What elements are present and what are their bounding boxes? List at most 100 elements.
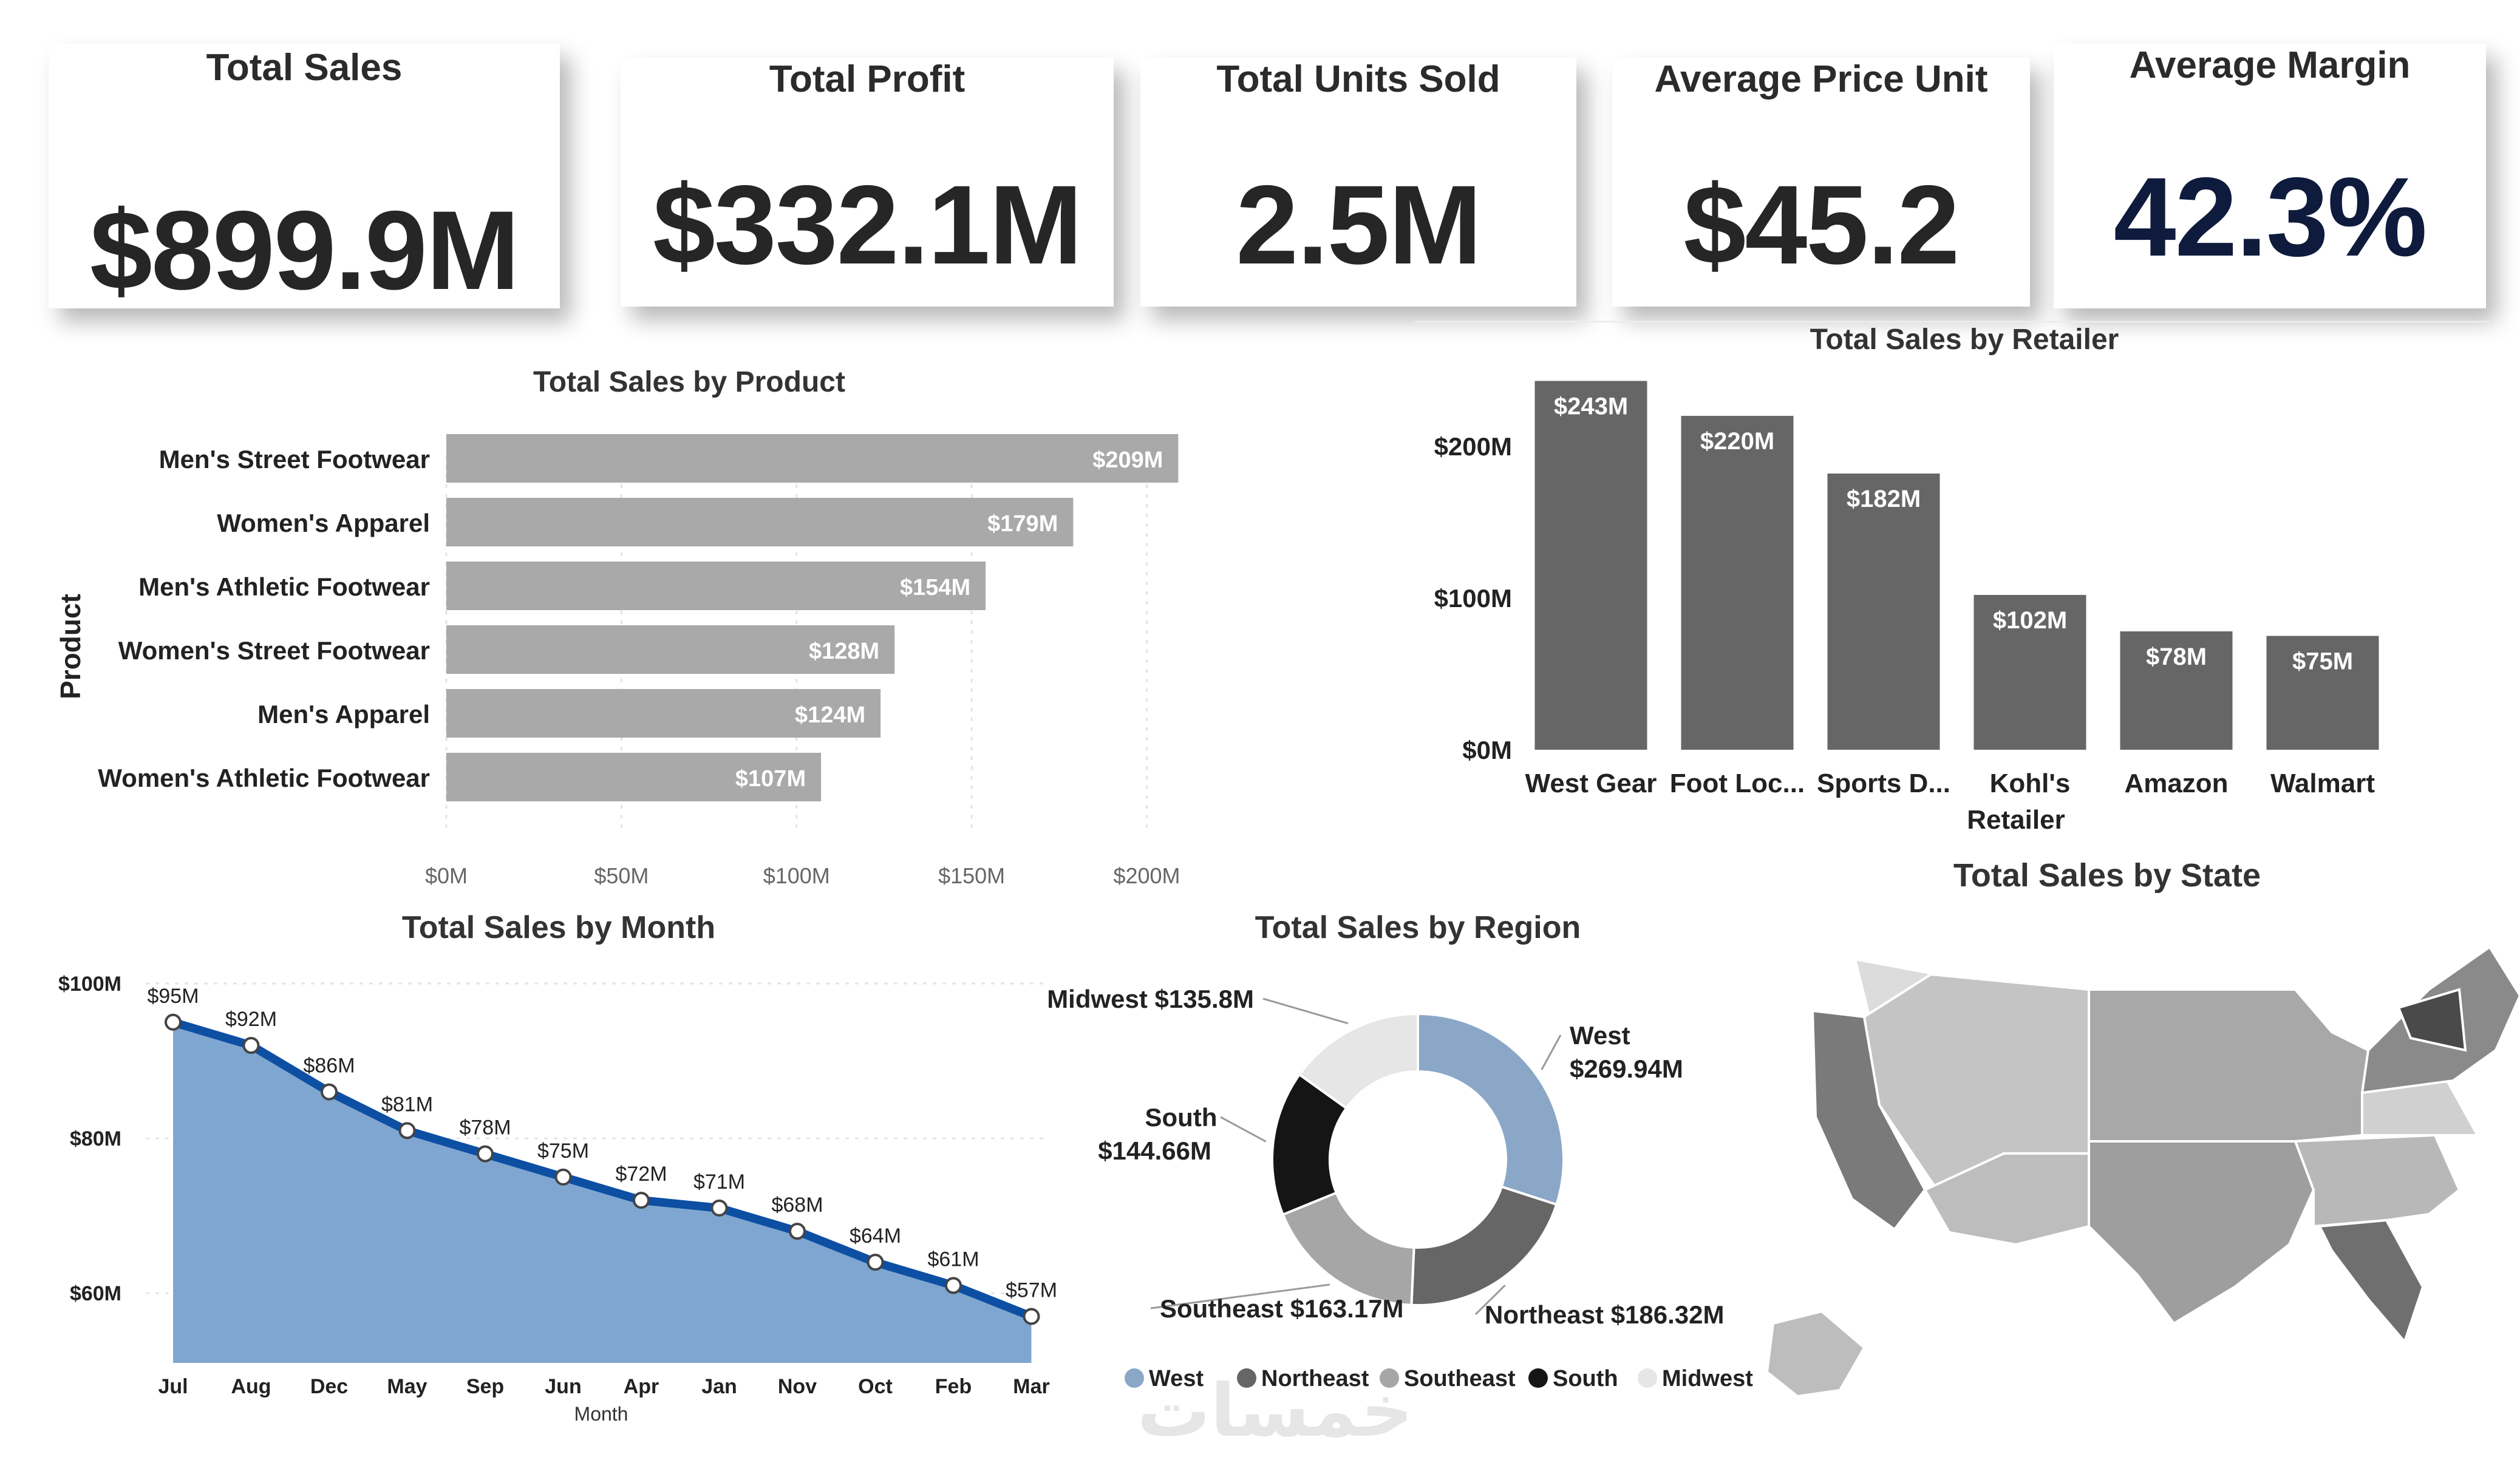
region-data-label: West: [1570, 1021, 1630, 1050]
region-data-label: Southeast $163.17M: [1160, 1294, 1404, 1323]
month-y-tick-label: $60M: [70, 1282, 121, 1305]
month-data-point: [945, 1277, 962, 1294]
month-x-tick-label: Aug: [231, 1375, 271, 1398]
month-data-label: $68M: [771, 1194, 823, 1217]
product-data-label: $107M: [735, 766, 806, 792]
region-legend-label: Southeast: [1404, 1366, 1516, 1391]
retailer-category-label: West Gear: [1525, 769, 1657, 798]
region-data-label: $269.94M: [1570, 1055, 1683, 1083]
product-x-tick-label: $100M: [763, 863, 830, 888]
month-x-tick-label: May: [387, 1375, 427, 1398]
month-data-label: $72M: [615, 1163, 667, 1186]
kpi-value: $899.9M: [90, 188, 520, 313]
month-data-point: [710, 1199, 728, 1217]
month-data-point: [789, 1223, 806, 1240]
region-data-label: South: [1145, 1103, 1217, 1132]
month-x-tick-label: Jan: [701, 1375, 737, 1398]
retailer-data-label: $243M: [1554, 393, 1628, 420]
retailer-category-label: Sports D...: [1817, 769, 1950, 798]
retailer-bar: [1534, 381, 1647, 750]
month-data-point: [398, 1122, 416, 1139]
kpi-average-price: Average Price Unit $45.2: [1612, 58, 2030, 307]
retailer-x-axis-label: Retailer: [1967, 805, 2065, 835]
watermark: خمسات: [1137, 1369, 1414, 1453]
month-x-tick-label: Jun: [545, 1375, 581, 1398]
retailer-category-label: Kohl's: [1990, 769, 2071, 798]
month-x-axis-label: Month: [574, 1403, 628, 1425]
product-data-label: $179M: [987, 511, 1058, 537]
month-data-label: $92M: [225, 1008, 277, 1031]
retailer-y-tick-label: $100M: [1434, 584, 1512, 613]
retailer-chart: Total Sales by Retailer $0M $100M $200M $243…: [1336, 321, 2490, 886]
month-data-point: [321, 1083, 338, 1101]
kpi-title: Average Margin: [2129, 44, 2411, 86]
kpi-total-units: Total Units Sold 2.5M: [1140, 58, 1576, 307]
region-legend-label: Northeast: [1261, 1366, 1369, 1391]
kpi-title: Total Sales: [206, 47, 403, 89]
kpi-value: 2.5M: [1236, 163, 1482, 288]
region-leader-line: [1220, 1116, 1267, 1143]
product-data-label: $154M: [900, 575, 970, 600]
retailer-category-label: Foot Loc...: [1670, 769, 1805, 798]
kpi-value: $332.1M: [653, 163, 1083, 288]
month-x-tick-label: Dec: [310, 1375, 348, 1398]
month-data-label: $95M: [147, 985, 199, 1008]
month-x-tick-label: Nov: [778, 1375, 817, 1398]
retailer-data-label: $182M: [1847, 486, 1921, 512]
month-data-point: [242, 1037, 260, 1055]
product-chart-svg: Total Sales by Product Product $0M $50M $100…: [55, 366, 1180, 888]
kpi-total-profit: Total Profit $332.1M: [621, 58, 1114, 307]
month-x-tick-label: Mar: [1013, 1375, 1049, 1398]
product-chart: Total Sales by Product Product $0M $50M $100…: [0, 340, 1275, 905]
retailer-bar: [1973, 595, 2086, 750]
product-x-tick-label: $0M: [425, 863, 468, 888]
region-leader-line: [1474, 1285, 1506, 1316]
region-chart-svg: Total Sales by Region West $269.94M Northea…: [1047, 910, 1753, 1391]
kpi-value: 42.3%: [2113, 155, 2428, 280]
retailer-category-label: Amazon: [2124, 769, 2228, 798]
month-data-label: $75M: [537, 1139, 589, 1163]
region-legend-marker: [1237, 1368, 1256, 1388]
month-x-tick-label: Jul: [158, 1375, 188, 1398]
retailer-data-label: $78M: [2146, 644, 2207, 670]
product-data-label: $124M: [795, 702, 865, 728]
product-bar: [446, 625, 895, 674]
region-legend-marker: [1638, 1368, 1657, 1388]
region-southeast: [2294, 1133, 2461, 1228]
us-map-shape: [1765, 945, 2520, 1398]
region-legend-marker: [1528, 1368, 1548, 1388]
region-leader-line: [1262, 997, 1349, 1025]
retailer-data-label: $220M: [1700, 428, 1774, 455]
region-data-label: Northeast $186.32M: [1485, 1300, 1725, 1329]
state-map: Total Sales by State: [1749, 850, 2520, 1398]
product-x-tick-label: $150M: [938, 863, 1005, 888]
product-category-label: Women's Street Footwear: [118, 636, 430, 665]
product-bar: [446, 434, 1179, 483]
map-title: Total Sales by State: [1953, 857, 2261, 894]
month-chart-svg: Total Sales by Month $60M $80M $100M $95M Jul…: [58, 910, 1057, 1425]
region-leader-line: [1150, 1283, 1330, 1309]
retailer-y-tick-label: $0M: [1462, 736, 1512, 764]
month-data-label: $64M: [850, 1224, 901, 1248]
month-line: [172, 1018, 1034, 1320]
region-midwest: [2088, 988, 2370, 1143]
product-bar: [446, 689, 881, 738]
kpi-average-margin: Average Margin 42.3%: [2054, 44, 2486, 308]
region-legend-marker: [1125, 1368, 1144, 1388]
retailer-chart-title: Total Sales by Retailer: [1810, 324, 2119, 356]
product-chart-title: Total Sales by Product: [533, 366, 845, 398]
retailer-bar: [1827, 474, 1940, 750]
month-y-tick-label: $80M: [70, 1127, 121, 1150]
region-leader-line: [1541, 1034, 1562, 1070]
product-category-label: Men's Apparel: [257, 700, 430, 728]
retailer-y-tick-label: $200M: [1434, 432, 1512, 461]
month-chart-title: Total Sales by Month: [402, 910, 715, 945]
region-legend-label: West: [1149, 1366, 1204, 1391]
month-data-point: [165, 1013, 182, 1031]
month-data-label: $78M: [459, 1116, 511, 1139]
region-slice: [1417, 1012, 1565, 1206]
region-legend-label: South: [1553, 1366, 1618, 1391]
product-x-tick-label: $200M: [1113, 863, 1180, 888]
product-category-label: Men's Athletic Footwear: [138, 572, 430, 601]
region-legend-label: Midwest: [1662, 1366, 1753, 1391]
